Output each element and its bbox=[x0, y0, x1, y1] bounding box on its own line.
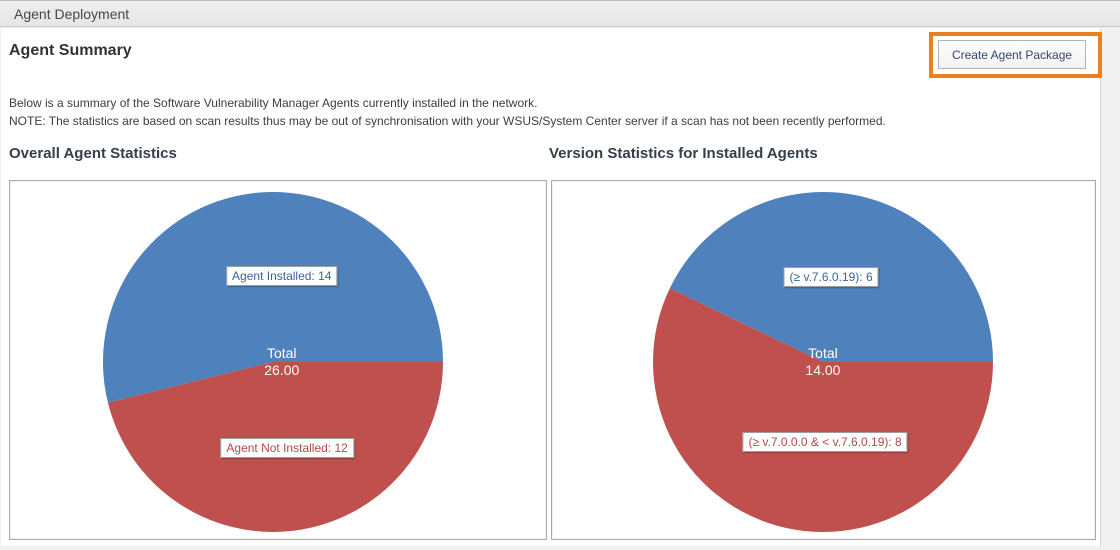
page-title: Agent Summary bbox=[9, 42, 132, 59]
pie-total-versions-value: 14.00 bbox=[805, 362, 841, 379]
pie-total-versions-label: Total bbox=[808, 345, 838, 362]
slice-label-version-new: (≥ v.7.6.0.19): 6 bbox=[783, 266, 879, 287]
pie-slice bbox=[653, 288, 993, 533]
pie-total-overall: Total 26.00 bbox=[264, 345, 299, 379]
slice-label-agent-installed: Agent Installed: 14 bbox=[226, 265, 338, 286]
pie-chart-versions-panel: (≥ v.7.6.0.19): 6 (≥ v.7.0.0.0 & < v.7.6… bbox=[551, 180, 1096, 540]
chart-title-versions: Version Statistics for Installed Agents bbox=[549, 145, 818, 162]
summary-note: NOTE: The statistics are based on scan r… bbox=[9, 114, 886, 128]
page-header-title: Agent Deployment bbox=[14, 5, 130, 22]
slice-label-version-old: (≥ v.7.0.0.0 & < v.7.6.0.19): 8 bbox=[742, 431, 908, 452]
content-area: Agent Summary Create Agent Package Below… bbox=[1, 28, 1102, 546]
pie-slice bbox=[102, 191, 444, 403]
page-header: Agent Deployment bbox=[0, 0, 1120, 27]
create-agent-package-button[interactable]: Create Agent Package bbox=[938, 40, 1086, 69]
slice-label-agent-not-installed: Agent Not Installed: 12 bbox=[220, 438, 354, 459]
pie-total-overall-label: Total bbox=[266, 345, 297, 362]
summary-description: Below is a summary of the Software Vulne… bbox=[9, 96, 538, 110]
chart-title-overall: Overall Agent Statistics bbox=[9, 145, 177, 162]
pie-total-overall-value: 26.00 bbox=[264, 362, 300, 379]
pie-total-versions: Total 14.00 bbox=[805, 345, 840, 379]
pie-chart-overall-panel: Agent Installed: 14 Agent Not Installed:… bbox=[9, 180, 547, 540]
